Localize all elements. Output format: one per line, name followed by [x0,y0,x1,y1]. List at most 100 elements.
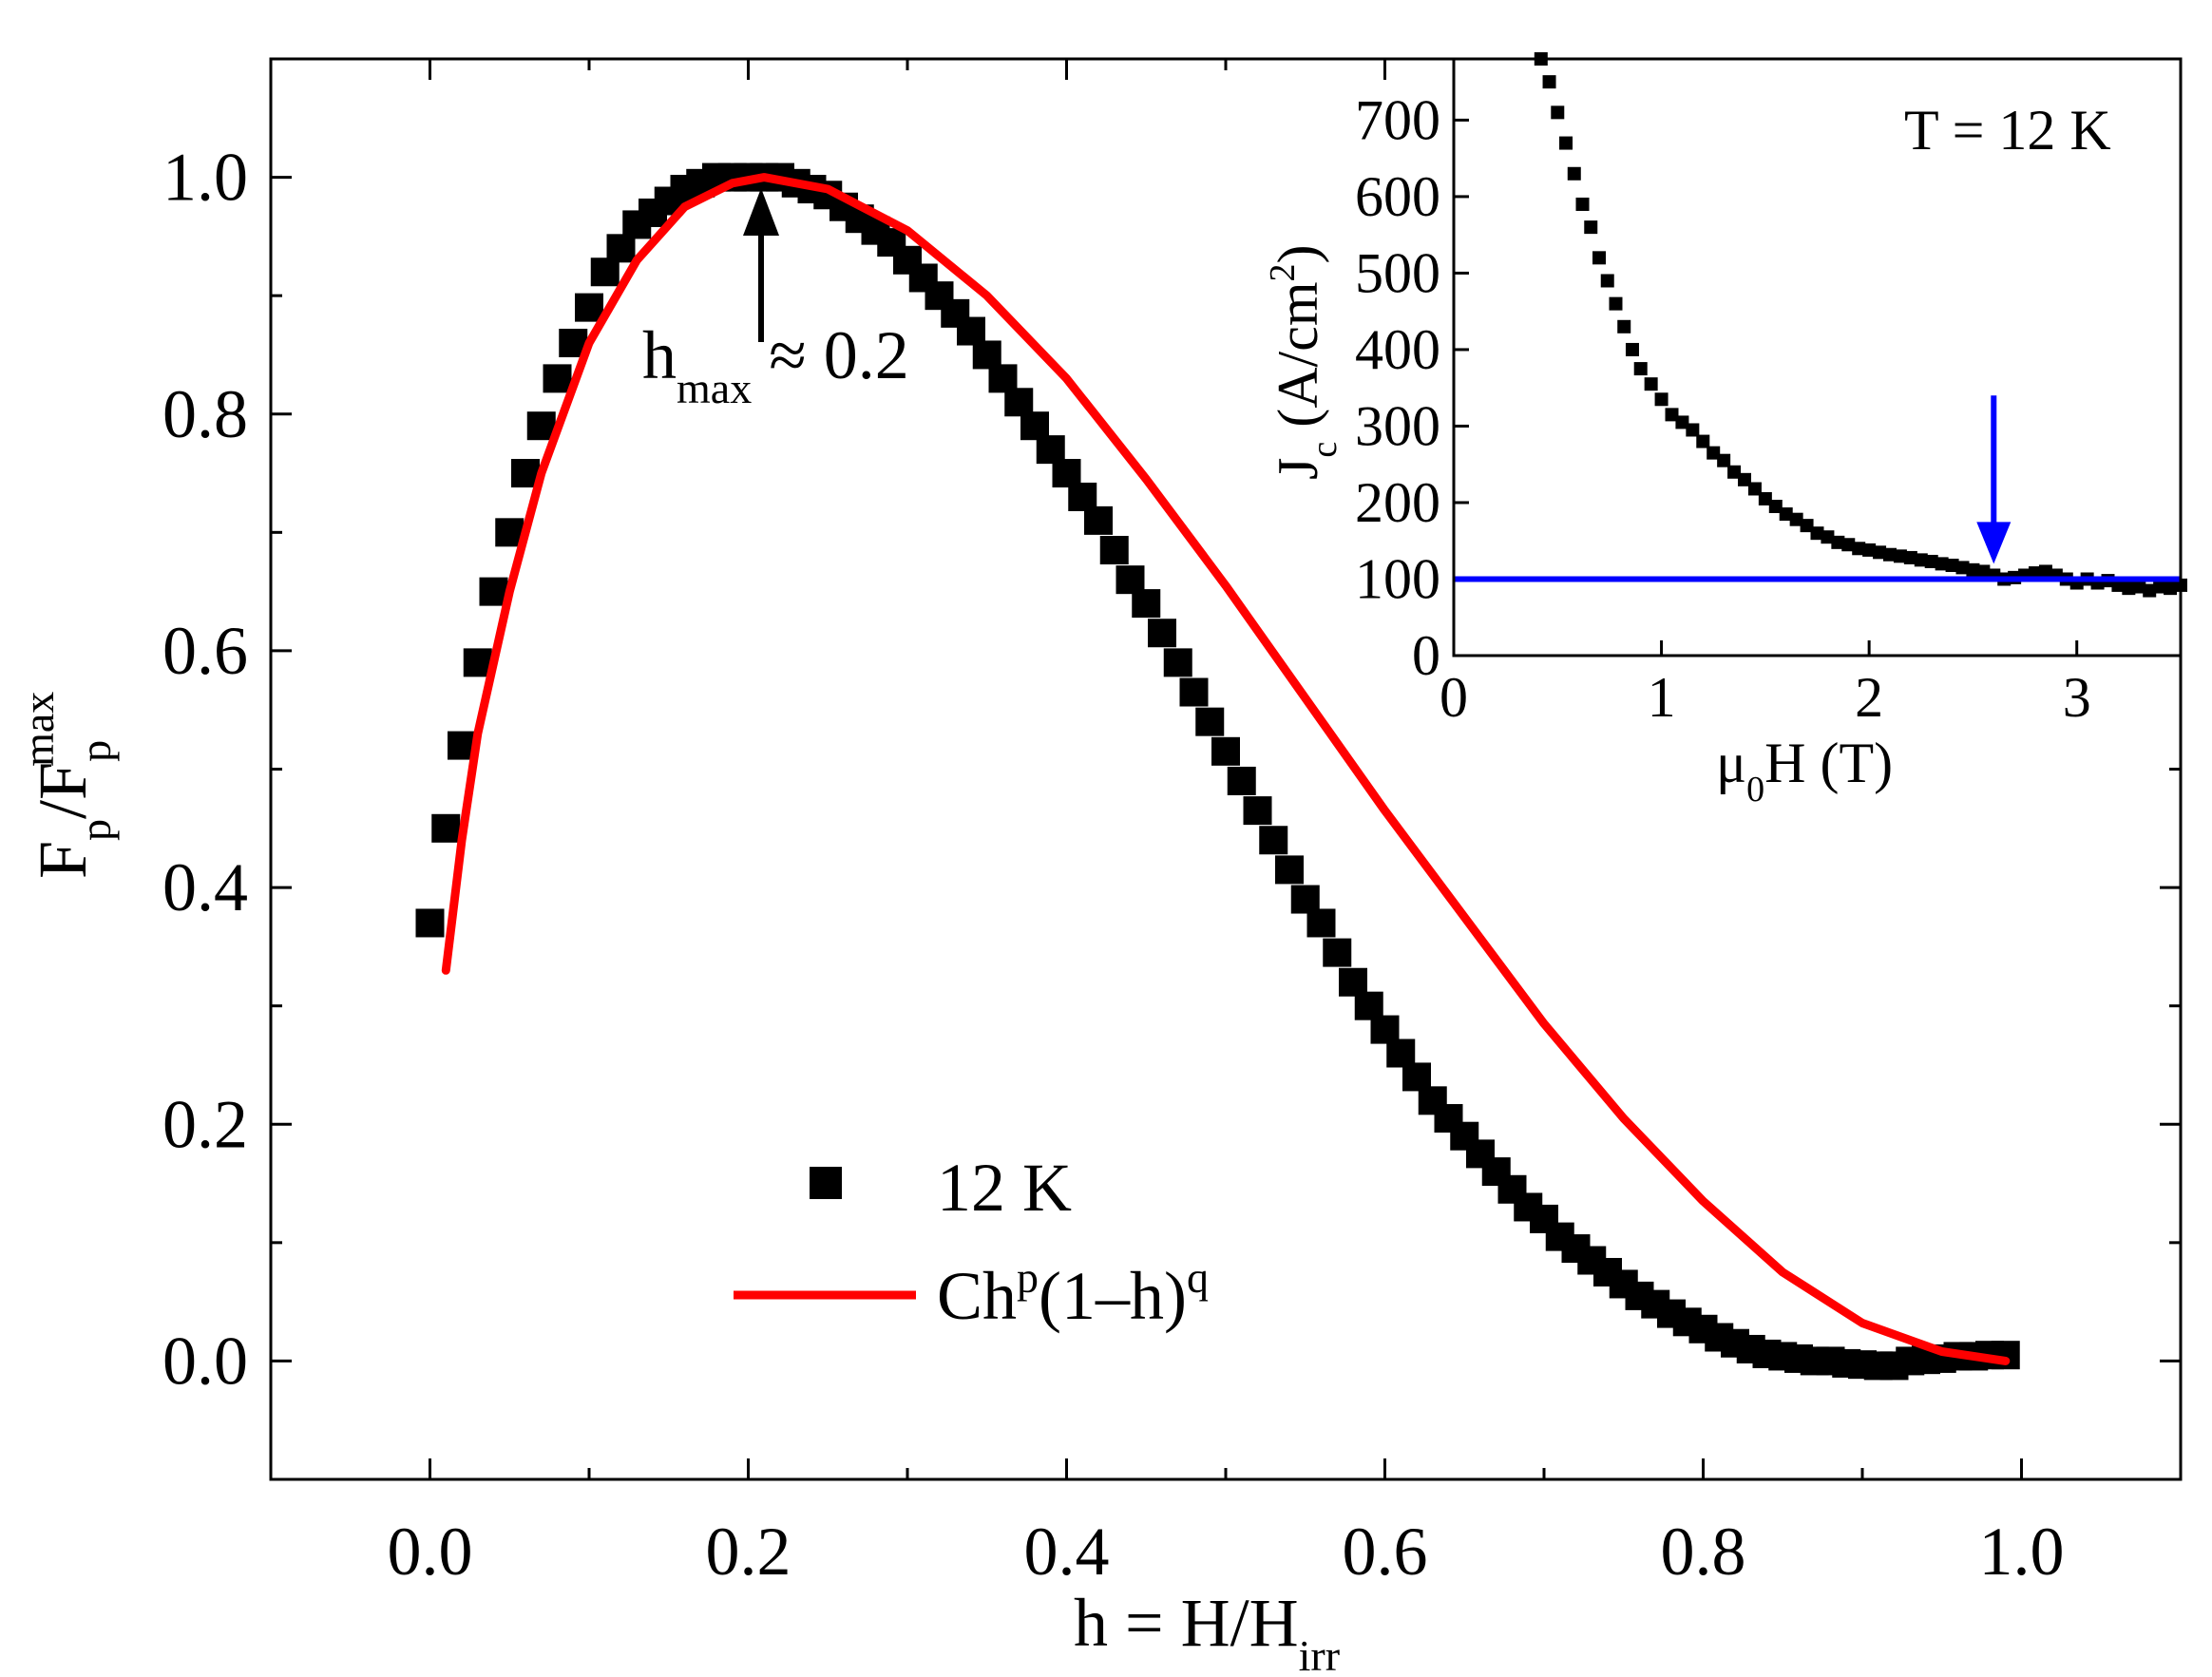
main-y-tick-label: 0.4 [162,849,248,925]
inset-data-point [1600,274,1614,288]
inset-data-point [1768,500,1783,513]
peak-annotation: hmax ≈ 0.2 [642,317,909,412]
legend-fit-main: Ch [937,1258,1017,1334]
data-point [1148,619,1176,648]
inset-data-point [1559,136,1573,150]
data-point [1195,707,1225,736]
inset-data-point [2132,580,2146,594]
peak-annotation-main: h [642,317,677,393]
inset-data-point [1717,453,1731,467]
main-x-axis-label: h = H/Hirr [1074,1585,1340,1677]
data-point [1084,505,1113,535]
inset-data-point [1852,542,1866,556]
inset-data-point [1955,561,1970,575]
inset-data-point [2153,580,2167,594]
inset-data-point [2122,581,2136,596]
main-x-tick-label: 0.4 [1024,1514,1110,1590]
data-point [1323,938,1352,967]
inset-data-point [1831,535,1845,549]
inset-data-point [1903,550,1917,564]
inset-y-axis-label: Jc (A/cm2) [1263,245,1344,481]
main-y-tick-label: 0.6 [162,613,248,689]
inset-data-point [1738,472,1751,486]
inset-x-label-sub: 0 [1746,770,1764,810]
inset-y-tick-label: 0 [1412,624,1440,687]
main-y-axis-label: Fp/Fpmax [14,692,120,879]
legend-fit-mid: (1–h) [1039,1258,1187,1334]
inset-y-tick-label: 700 [1355,88,1440,151]
peak-arrow-head [743,188,779,236]
main-scatter-series [415,162,2020,1381]
inset-data-point [1696,434,1710,448]
inset-x-label-main: μ [1716,732,1746,794]
inset-y-ticks: 0 100 200 300 400 500 600 700 [1355,88,1469,687]
inset-y-label-end: ) [1267,245,1329,264]
inset-data-point [1592,251,1606,265]
inset-data-point [1625,342,1639,356]
inset-data-point [1542,75,1556,89]
inset-y-label-sub: c [1305,442,1344,458]
inset-data-point [1935,557,1949,571]
inset-data-point [1924,554,1938,568]
inset-data-point [1873,545,1887,560]
inset-data-point [1800,519,1814,533]
inset-x-axis-label: μ0H (T) [1716,732,1893,810]
inset-y-tick-label: 300 [1355,394,1440,457]
inset-background [1454,59,2181,656]
inset-data-point [1945,558,1959,572]
data-point [1132,589,1161,619]
inset-data-point [1567,166,1581,181]
inset-data-point [1609,296,1623,311]
data-point [1179,677,1209,707]
data-point [1306,908,1336,938]
inset-x-tick-label: 3 [2063,666,2091,729]
inset-y-tick-label: 100 [1355,547,1440,610]
inset-x-tick-label: 1 [1648,666,1676,729]
data-point [1227,766,1256,795]
main-y-tick-label: 1.0 [162,140,248,216]
inset-data-point [1758,491,1772,505]
data-point [543,364,572,393]
inset-data-point [1914,553,1928,567]
inset-x-tick-label: 0 [1440,666,1468,729]
inset-data-point [1966,562,1980,577]
data-point [1163,648,1192,677]
main-y-label-sub2: p [71,740,120,762]
data-point [1259,826,1288,855]
legend-label-data: 12 K [937,1150,1072,1226]
inset-data-point [1810,526,1824,541]
inset-data-point [1633,362,1648,376]
main-x-tick-label: 1.0 [1979,1514,2065,1590]
inset-data-point [1789,512,1803,526]
main-y-label-main: F [25,841,101,879]
inset-y-label-mid: (A/cm [1267,281,1329,441]
data-point [1099,536,1129,565]
main-y-tick-label: 0.2 [162,1086,248,1162]
inset-y-label-sup: 2 [1263,263,1303,281]
inset-data-point [1779,507,1793,522]
main-x-tick-label: 0.8 [1661,1514,1746,1590]
inset-data-point [1654,392,1669,407]
inset-x-ticks: 0 1 2 3 [1440,640,2091,729]
inset-data-point [1551,105,1565,120]
inset-y-label-main: J [1267,458,1329,480]
main-y-label-sup2: max [14,692,63,767]
main-x-tick-label: 0.6 [1343,1514,1428,1590]
data-point [1243,796,1272,826]
main-y-ticks: 0.0 0.2 0.4 0.6 0.8 1.0 [162,140,2181,1399]
main-y-label-mid: /F [25,762,101,819]
fit-curve [441,173,2011,1365]
inset-data-point [1893,549,1907,563]
main-y-tick-label: 0.8 [162,376,248,452]
inset-data-point [1617,319,1631,333]
inset-data-point [1862,543,1877,557]
inset-temperature-label: T = 12 K [1904,99,2111,162]
main-x-label-sub: irr [1299,1631,1340,1677]
inset-data-point [1707,446,1721,460]
inset-data-point [2143,583,2157,598]
inset-y-tick-label: 400 [1355,318,1440,381]
inset-data-point [1575,197,1590,211]
inset-data-point [1976,564,1991,579]
inset-data-point [2164,581,2178,596]
